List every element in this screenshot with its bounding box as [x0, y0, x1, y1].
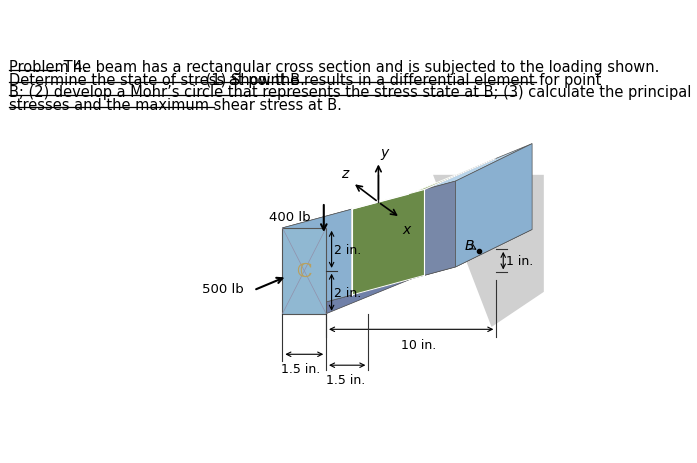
Text: B; (2) develop a Mohr’s circle that represents the stress state at B; (3) calcul: B; (2) develop a Mohr’s circle that repr…: [9, 85, 691, 100]
Text: 2 in.: 2 in.: [334, 286, 361, 299]
Text: z: z: [342, 167, 348, 181]
Text: 1.5 in.: 1.5 in.: [326, 373, 365, 386]
Polygon shape: [424, 144, 532, 190]
Text: 2 in.: 2 in.: [334, 244, 361, 257]
Polygon shape: [456, 144, 532, 267]
Text: y: y: [381, 146, 389, 160]
Text: 1 in.: 1 in.: [505, 255, 533, 268]
Text: 400 lb: 400 lb: [269, 210, 311, 223]
Text: 1.5 in.: 1.5 in.: [281, 362, 320, 375]
Polygon shape: [282, 195, 408, 228]
Text: Determine the state of stress at point B.: Determine the state of stress at point B…: [9, 73, 305, 88]
Text: ℂ: ℂ: [296, 262, 312, 280]
Polygon shape: [433, 175, 544, 327]
Polygon shape: [352, 159, 495, 210]
Text: (1) Show the results in a differential element for point: (1) Show the results in a differential e…: [201, 73, 602, 88]
Text: Problem 4.: Problem 4.: [9, 60, 88, 75]
Text: 500 lb: 500 lb: [202, 282, 244, 295]
Text: 10 in.: 10 in.: [401, 338, 436, 351]
Polygon shape: [282, 228, 326, 314]
Polygon shape: [352, 190, 424, 295]
Text: B: B: [465, 238, 475, 252]
Polygon shape: [282, 230, 532, 314]
Text: stresses and the maximum shear stress at B.: stresses and the maximum shear stress at…: [9, 98, 342, 113]
Text: x: x: [403, 223, 411, 237]
Polygon shape: [282, 210, 352, 314]
Polygon shape: [424, 181, 456, 276]
Text: The beam has a rectangular cross section and is subjected to the loading shown.: The beam has a rectangular cross section…: [59, 60, 659, 75]
